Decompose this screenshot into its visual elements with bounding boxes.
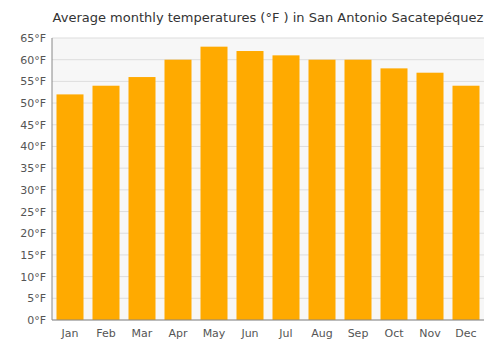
bar	[165, 60, 192, 320]
x-tick-label: Jan	[61, 327, 79, 340]
plot-background	[52, 38, 484, 320]
y-tick-label: 0°F	[27, 314, 46, 327]
x-tick-label: Aug	[311, 327, 332, 340]
x-tick-label: May	[203, 327, 226, 340]
bars	[57, 47, 480, 320]
bar	[453, 86, 480, 320]
y-tick-label: 20°F	[20, 227, 46, 240]
bar	[237, 51, 264, 320]
y-tick-label: 50°F	[20, 97, 46, 110]
y-tick-label: 35°F	[20, 162, 46, 175]
x-axis-line	[52, 320, 484, 321]
grid-line	[52, 320, 484, 321]
y-axis: 0°F 5°F 10°F 15°F 20°F 25°F 30°F 35°F 40°F 45°F 50…	[20, 32, 46, 327]
grid-line	[52, 59, 484, 60]
y-tick-label: 15°F	[20, 249, 46, 262]
y-tick-label: 10°F	[20, 271, 46, 284]
chart-container: Average monthly temperatures (°F ) in Sa…	[0, 0, 500, 350]
x-tick-label: Jul	[278, 327, 292, 340]
bar	[345, 60, 372, 320]
y-axis-line	[52, 38, 53, 320]
x-tick-label: Mar	[132, 327, 153, 340]
y-tick-label: 45°F	[20, 119, 46, 132]
grid	[52, 38, 484, 320]
bar	[273, 55, 300, 320]
bar	[201, 47, 228, 320]
y-tick-label: 30°F	[20, 184, 46, 197]
bar	[129, 77, 156, 320]
y-tick-label: 60°F	[20, 54, 46, 67]
x-axis: Jan Feb Mar Apr May Jun Jul Aug Sep Oct Nov Dec	[61, 327, 477, 340]
x-tick-label: Nov	[419, 327, 441, 340]
y-tick-label: 5°F	[27, 292, 46, 305]
y-tick-label: 25°F	[20, 206, 46, 219]
bar	[309, 60, 336, 320]
bar	[381, 68, 408, 320]
x-tick-label: Sep	[348, 327, 369, 340]
y-tick-label: 40°F	[20, 140, 46, 153]
y-tick-label: 55°F	[20, 75, 46, 88]
x-tick-label: Dec	[455, 327, 476, 340]
x-tick-label: Apr	[168, 327, 188, 340]
y-tick-label: 65°F	[20, 32, 46, 45]
grid-line	[52, 38, 484, 39]
chart-svg: Average monthly temperatures (°F ) in Sa…	[0, 0, 500, 350]
bar	[57, 94, 84, 320]
bar	[417, 73, 444, 320]
bar	[93, 86, 120, 320]
title: Average monthly temperatures (°F ) in Sa…	[53, 10, 484, 25]
x-tick-label: Feb	[96, 327, 115, 340]
x-tick-label: Oct	[384, 327, 404, 340]
x-tick-label: Jun	[240, 327, 258, 340]
